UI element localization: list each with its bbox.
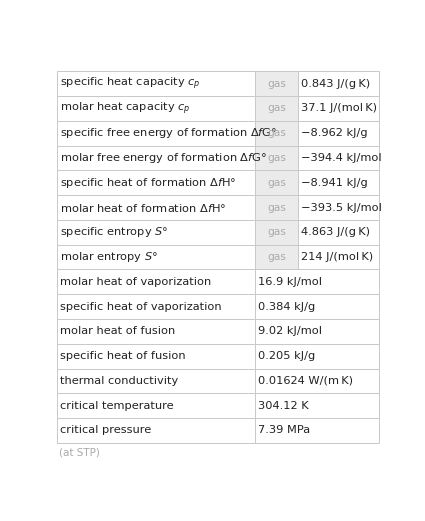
Text: specific heat of formation Δ$f$H°: specific heat of formation Δ$f$H° [60,176,236,190]
Bar [255,96,298,121]
Text: −8.962 kJ/g: −8.962 kJ/g [301,128,368,138]
Text: specific heat of fusion: specific heat of fusion [60,351,185,361]
Text: 0.843 J/(g K): 0.843 J/(g K) [301,79,371,89]
Text: 214 J/(mol K): 214 J/(mol K) [301,252,374,262]
Bar [255,121,298,146]
Bar [255,71,298,96]
Text: 4.863 J/(g K): 4.863 J/(g K) [301,227,371,238]
Text: gas: gas [267,178,286,188]
Text: specific free energy of formation Δ$f$G°: specific free energy of formation Δ$f$G° [60,126,277,140]
Text: molar heat of formation Δ$f$H°: molar heat of formation Δ$f$H° [60,202,226,214]
Bar [255,195,298,220]
Bar [255,146,298,170]
Text: 9.02 kJ/mol: 9.02 kJ/mol [258,326,322,337]
Text: 304.12 K: 304.12 K [258,401,309,411]
Bar [255,245,298,269]
Text: gas: gas [267,203,286,213]
Text: critical temperature: critical temperature [60,401,173,411]
Text: 7.39 MPa: 7.39 MPa [258,426,310,436]
Text: molar heat of fusion: molar heat of fusion [60,326,175,337]
Text: 37.1 J/(mol K): 37.1 J/(mol K) [301,104,377,114]
Text: 0.01624 W/(m K): 0.01624 W/(m K) [258,376,353,386]
Text: 0.205 kJ/g: 0.205 kJ/g [258,351,315,361]
Text: specific heat capacity $c_{p}$: specific heat capacity $c_{p}$ [60,76,200,92]
Text: molar entropy $S$°: molar entropy $S$° [60,250,158,264]
Text: 0.384 kJ/g: 0.384 kJ/g [258,302,315,312]
Text: gas: gas [267,128,286,138]
Text: gas: gas [267,252,286,262]
Text: (at STP): (at STP) [59,448,99,457]
Text: molar heat of vaporization: molar heat of vaporization [60,277,211,287]
Text: specific entropy $S$°: specific entropy $S$° [60,225,168,239]
Text: specific heat of vaporization: specific heat of vaporization [60,302,221,312]
Text: −8.941 kJ/g: −8.941 kJ/g [301,178,368,188]
Text: gas: gas [267,227,286,238]
Bar [255,170,298,195]
Text: gas: gas [267,104,286,114]
Text: 16.9 kJ/mol: 16.9 kJ/mol [258,277,322,287]
Text: molar heat capacity $c_{p}$: molar heat capacity $c_{p}$ [60,101,190,117]
Text: molar free energy of formation Δ$f$G°: molar free energy of formation Δ$f$G° [60,151,267,165]
Text: −393.5 kJ/mol: −393.5 kJ/mol [301,203,382,213]
Text: thermal conductivity: thermal conductivity [60,376,178,386]
Text: gas: gas [267,153,286,163]
Bar [255,220,298,245]
Text: gas: gas [267,79,286,89]
Text: critical pressure: critical pressure [60,426,151,436]
Text: −394.4 kJ/mol: −394.4 kJ/mol [301,153,382,163]
